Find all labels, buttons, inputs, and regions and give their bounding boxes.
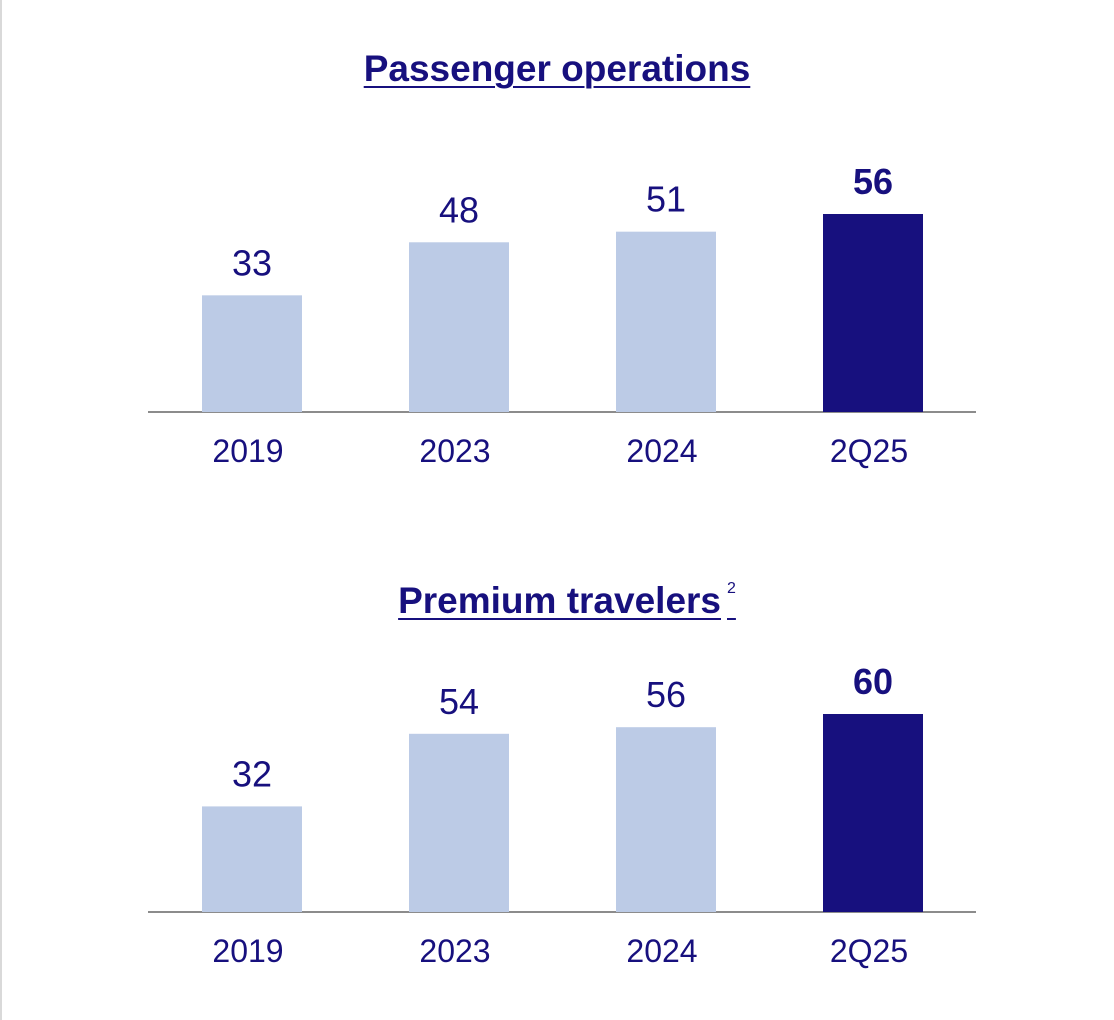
data-label: 51	[646, 179, 686, 220]
data-label: 54	[439, 681, 479, 722]
bar-2024	[616, 727, 716, 912]
bar-2023	[409, 242, 509, 412]
chart-title-text: Passenger operations	[363, 48, 751, 89]
x-tick-label: 2Q25	[830, 933, 908, 969]
chart-title-text: Premium travelers	[398, 580, 721, 621]
bar-2024	[616, 231, 716, 412]
data-label: 32	[232, 753, 272, 794]
x-tick-label: 2019	[212, 433, 283, 469]
data-label: 56	[853, 161, 893, 202]
x-tick-label: 2024	[626, 933, 697, 969]
x-tick-label: 2023	[419, 933, 490, 969]
x-tick-label: 2024	[626, 433, 697, 469]
bar-2q25	[823, 214, 923, 412]
left-border-rule	[0, 0, 2, 1020]
bar-2q25	[823, 714, 923, 912]
chart-title-premium-travelers: Premium travelers 2	[10, 580, 1114, 622]
x-tick-label: 2Q25	[830, 433, 908, 469]
data-label: 33	[232, 242, 272, 283]
footnote-marker: 2	[727, 580, 736, 597]
data-label: 56	[646, 674, 686, 715]
x-tick-label: 2019	[212, 933, 283, 969]
chart-title-passenger-operations: Passenger operations	[0, 48, 1114, 90]
bar-chart-passenger-operations: 33 2019 48 2023 51 2024 56 2Q25	[148, 161, 976, 469]
bar-chart-premium-travelers: 32 2019 54 2023 56 2024 60 2Q25	[148, 661, 976, 969]
bar-2019	[202, 295, 302, 412]
data-label: 60	[853, 661, 893, 702]
bar-2023	[409, 733, 509, 912]
data-label: 48	[439, 189, 479, 230]
x-tick-label: 2023	[419, 433, 490, 469]
bar-2019	[202, 806, 302, 912]
